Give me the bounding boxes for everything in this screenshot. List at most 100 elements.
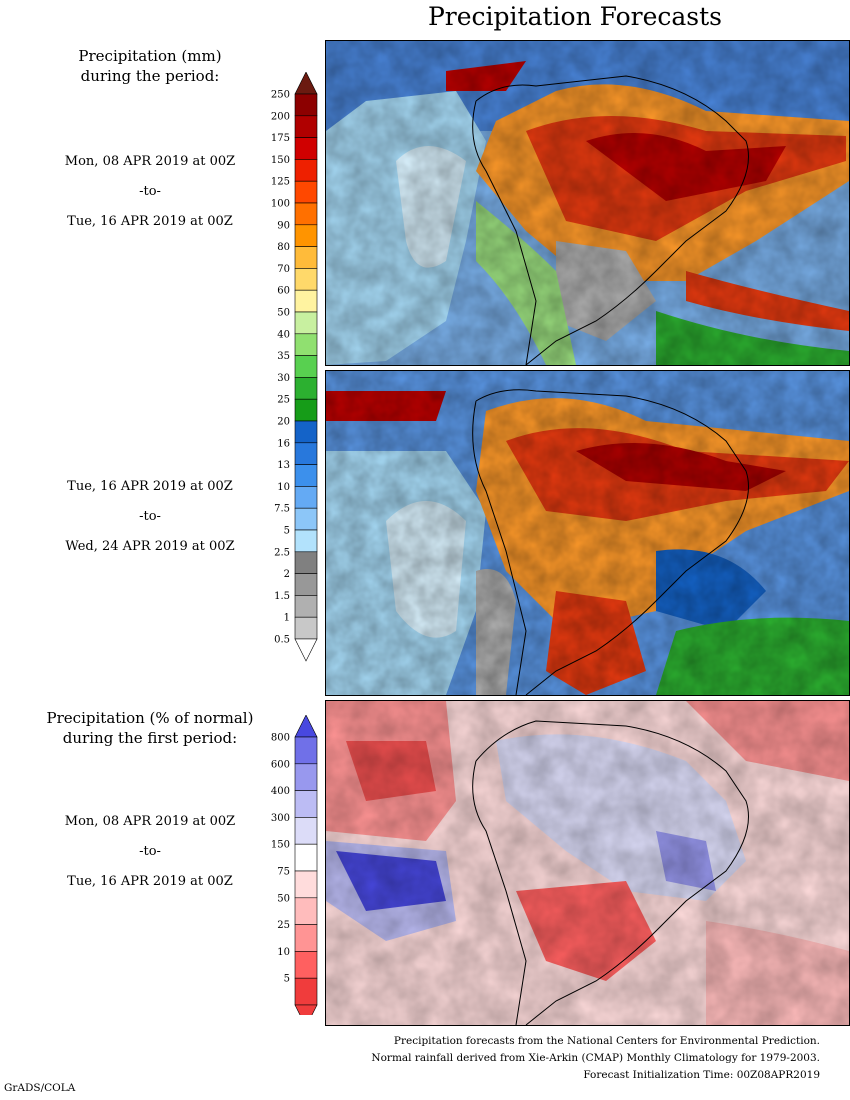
legend_mm-tick-label: 90 — [277, 220, 290, 231]
legend_mm-swatch — [294, 420, 318, 444]
legend_pct-bottom-arrow — [294, 1004, 318, 1015]
legend_mm-tick-label: 80 — [277, 242, 290, 253]
footer-line2: Normal rainfall derived from Xie-Arkin (… — [371, 1052, 820, 1064]
precip-percent-colorbar: 800 600 400 300 150 75 50 25 10 5 — [271, 715, 318, 1015]
legend_pct-tick-label: 10 — [277, 947, 290, 958]
legend_mm-tick-label: 50 — [277, 308, 290, 319]
legend_pct-swatch — [294, 951, 318, 979]
legend_mm-swatch — [294, 442, 318, 465]
legend_pct-tick-label: 300 — [271, 813, 290, 824]
precip-mm-colorbar: 2502001751501251009080706050403530252016… — [271, 72, 318, 662]
legend_mm-swatch — [294, 333, 318, 356]
legend-mm-heading-line2: during the period: — [80, 67, 220, 85]
footer-line3: Forecast Initialization Time: 00Z08APR20… — [583, 1069, 820, 1081]
legend_mm-tick-label: 25 — [277, 395, 290, 406]
legend_mm-tick-label: 125 — [271, 177, 290, 188]
legend_pct-swatch — [294, 790, 318, 818]
legend_mm-swatch — [294, 529, 318, 553]
legend_mm-swatch — [294, 355, 318, 378]
legend_mm-swatch — [294, 595, 318, 618]
period1-end: Tue, 16 APR 2019 at 00Z — [67, 214, 233, 229]
legend_mm-swatch — [294, 93, 318, 117]
legend_mm-tick-label: 2.5 — [274, 547, 290, 558]
legend-pct-heading-line2: during the first period: — [62, 729, 238, 747]
legend_mm-tick-label: 7.5 — [274, 504, 290, 515]
legend_mm-tick-label: 70 — [277, 264, 290, 275]
legend_pct-tick-label: 75 — [277, 867, 290, 878]
legend_mm-swatch — [294, 224, 318, 247]
legend_mm-tick-label: 2 — [284, 569, 290, 580]
legend_mm-tick-label: 250 — [271, 90, 290, 101]
map-panel-week2 — [325, 370, 850, 696]
legend_mm-tick-label: 35 — [277, 351, 290, 362]
legend_mm-tick-label: 0.5 — [274, 635, 290, 646]
legend_mm-tick-label: 200 — [271, 111, 290, 122]
legend_pct-tick-label: 5 — [284, 974, 290, 985]
legend_mm-swatch — [294, 159, 318, 182]
legend_mm-tick-label: 40 — [277, 329, 290, 340]
legend_mm-tick-label: 150 — [271, 155, 290, 166]
legend_pct-swatch — [294, 924, 318, 952]
legend_mm-tick-label: 20 — [277, 417, 290, 428]
legend_mm-swatch — [294, 573, 318, 596]
legend_mm-tick-label: 60 — [277, 286, 290, 297]
legend-mm-heading: Precipitation (mm) during the period: — [30, 46, 270, 86]
legend_mm-tick-label: 30 — [277, 373, 290, 384]
legend_pct-swatch — [294, 817, 318, 845]
legend_mm-tick-label: 1 — [284, 613, 290, 624]
legend_pct-tick-label: 150 — [271, 840, 290, 851]
legend_mm-swatch — [294, 246, 318, 269]
legend_pct-swatch — [294, 870, 318, 899]
legend-mm-heading-line1: Precipitation (mm) — [78, 47, 222, 65]
legend-pct-heading-line1: Precipitation (% of normal) — [46, 709, 254, 727]
legend_mm-tick-label: 13 — [277, 460, 290, 471]
period1-start: Mon, 08 APR 2019 at 00Z — [64, 154, 236, 169]
legend_mm-swatch — [294, 464, 318, 487]
legend_pct-top-arrow — [294, 715, 318, 738]
legend_mm-swatch — [294, 137, 318, 160]
legend-pct-heading: Precipitation (% of normal) during the f… — [30, 708, 270, 748]
period3-start: Mon, 08 APR 2019 at 00Z — [64, 814, 236, 829]
legend_pct-swatch — [294, 977, 318, 1006]
legend_mm-swatch — [294, 616, 318, 640]
legend_mm-tick-label: 5 — [284, 526, 290, 537]
period2-end: Wed, 24 APR 2019 at 00Z — [65, 539, 235, 554]
legend_pct-tick-label: 25 — [277, 920, 290, 931]
legend_mm-swatch — [294, 268, 318, 291]
grads-credit: GrADS/COLA — [4, 1082, 76, 1094]
legend_mm-swatch — [294, 180, 318, 204]
legend_pct-tick-label: 800 — [271, 733, 290, 744]
period2-sep: -to- — [139, 509, 161, 524]
map-panel-week1 — [325, 40, 850, 366]
period3-sep: -to- — [139, 844, 161, 859]
map-panel-percent-normal — [325, 700, 850, 1026]
legend_pct-tick-label: 50 — [277, 893, 290, 904]
legend_mm-tick-label: 100 — [271, 199, 290, 210]
period2-start: Tue, 16 APR 2019 at 00Z — [67, 479, 233, 494]
legend_pct-swatch — [294, 763, 318, 791]
legend_mm-bottom-arrow — [294, 638, 318, 662]
period1-sep: -to- — [139, 184, 161, 199]
legend_pct-tick-label: 600 — [271, 759, 290, 770]
legend_pct-tick-label: 400 — [271, 786, 290, 797]
footer-line1: Precipitation forecasts from the Nationa… — [393, 1035, 820, 1047]
page-title: Precipitation Forecasts — [427, 2, 723, 31]
legend_mm-tick-label: 16 — [277, 438, 290, 449]
legend_mm-swatch — [294, 311, 318, 335]
legend_pct-swatch — [294, 843, 318, 872]
legend_mm-tick-label: 175 — [271, 133, 290, 144]
legend_pct-swatch — [294, 897, 318, 925]
legend_mm-swatch — [294, 115, 318, 138]
legend_mm-swatch — [294, 377, 318, 400]
legend_mm-swatch — [294, 551, 318, 574]
legend_mm-tick-label: 10 — [277, 482, 290, 493]
legend_mm-swatch — [294, 202, 318, 226]
legend_mm-swatch — [294, 289, 318, 313]
legend_pct-swatch — [294, 736, 318, 765]
legend_mm-tick-label: 1.5 — [274, 591, 290, 602]
period3-end: Tue, 16 APR 2019 at 00Z — [67, 874, 233, 889]
legend_mm-swatch — [294, 507, 318, 531]
legend_mm-top-arrow — [294, 72, 318, 95]
legend_mm-swatch — [294, 398, 318, 422]
legend_mm-swatch — [294, 486, 318, 509]
